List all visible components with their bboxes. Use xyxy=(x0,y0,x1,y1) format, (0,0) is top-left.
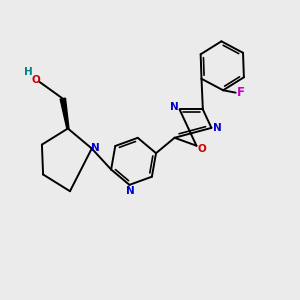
Text: H: H xyxy=(24,68,32,77)
Text: N: N xyxy=(126,186,134,196)
Text: N: N xyxy=(213,123,221,133)
Text: O: O xyxy=(32,74,40,85)
Polygon shape xyxy=(60,98,69,129)
Text: F: F xyxy=(236,86,244,99)
Text: N: N xyxy=(91,143,100,153)
Text: O: O xyxy=(197,144,206,154)
Text: N: N xyxy=(170,102,178,112)
